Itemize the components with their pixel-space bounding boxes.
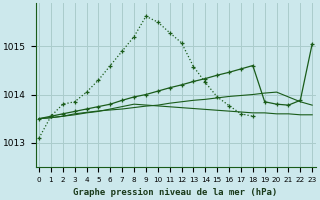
X-axis label: Graphe pression niveau de la mer (hPa): Graphe pression niveau de la mer (hPa) bbox=[74, 188, 278, 197]
